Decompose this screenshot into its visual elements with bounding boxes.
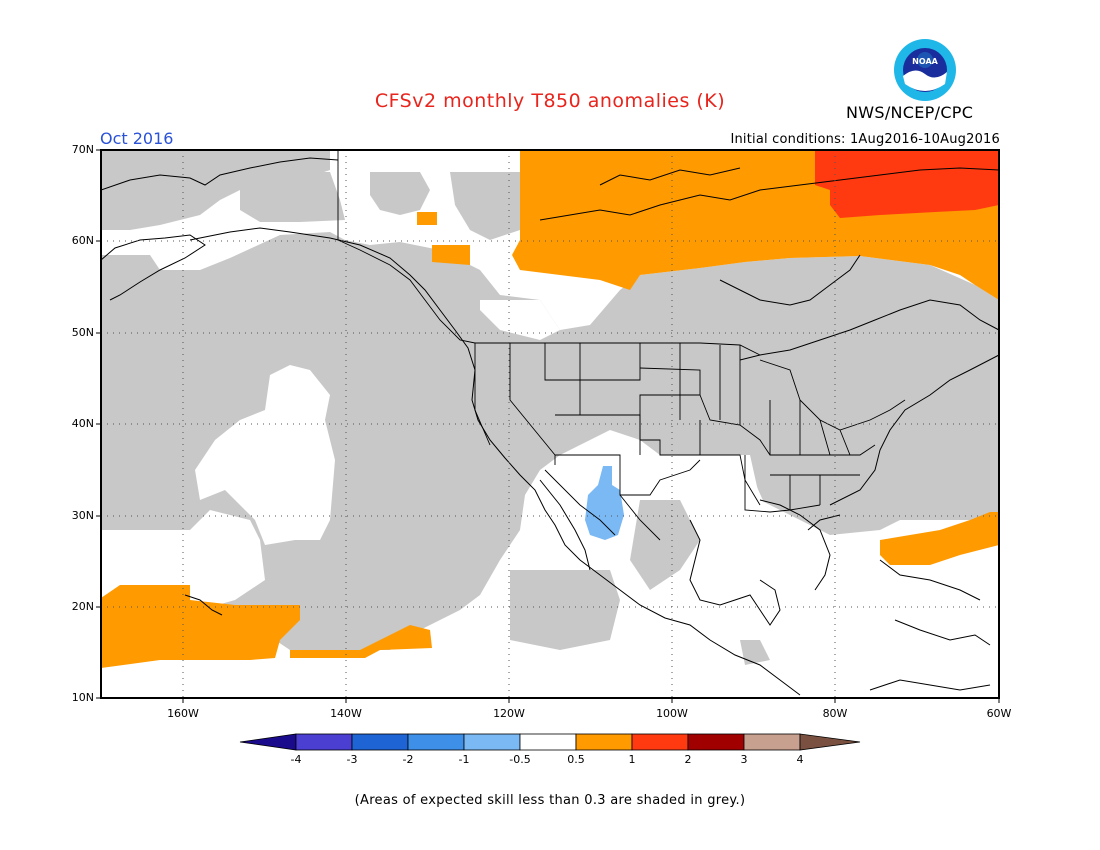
lat-label: 70N xyxy=(71,143,94,156)
colorbar-label: 3 xyxy=(740,753,748,766)
lon-label: 160W xyxy=(167,707,199,720)
colorbar-label: -1 xyxy=(458,753,470,766)
colorbar-segment xyxy=(687,733,745,751)
colorbar-label: -3 xyxy=(346,753,358,766)
coastlines xyxy=(101,157,999,696)
colorbar-segment xyxy=(743,733,801,751)
lon-label: 120W xyxy=(493,707,525,720)
footnote: (Areas of expected skill less than 0.3 a… xyxy=(354,793,746,808)
strong-warm-anomaly-region xyxy=(815,150,999,218)
axis-ticks xyxy=(96,149,1000,703)
lat-label: 10N xyxy=(71,691,94,704)
colorbar-segment xyxy=(351,733,409,751)
noaa-logo-icon xyxy=(894,39,956,101)
colorbar-label: 2 xyxy=(684,753,692,766)
colorbar-segment xyxy=(295,733,353,751)
colorbar-segment xyxy=(407,733,465,751)
forecast-month: Oct 2016 xyxy=(100,129,174,148)
initial-conditions: Initial conditions: 1Aug2016-10Aug2016 xyxy=(730,132,1000,147)
colorbar-segment xyxy=(463,733,521,751)
cool-anomaly-region xyxy=(585,466,624,540)
colorbar-label: -0.5 xyxy=(509,753,531,766)
logo-text: NOAA xyxy=(912,57,938,66)
lat-label: 20N xyxy=(71,600,94,613)
colorbar-triangle-low xyxy=(239,733,297,751)
lon-label: 60W xyxy=(986,707,1012,720)
colorbar-label: 4 xyxy=(796,753,804,766)
agency-label: NWS/NCEP/CPC xyxy=(846,103,974,122)
colorbar-segment xyxy=(519,733,577,751)
lat-label: 60N xyxy=(71,234,94,247)
colorbar-triangle-high xyxy=(799,733,861,751)
colorbar xyxy=(239,733,861,751)
lon-label: 140W xyxy=(330,707,362,720)
colorbar-label: -4 xyxy=(290,753,302,766)
colorbar-segment xyxy=(575,733,633,751)
graticule xyxy=(101,150,999,698)
colorbar-label: -2 xyxy=(402,753,414,766)
lat-label: 50N xyxy=(71,326,94,339)
colorbar-label: 0.5 xyxy=(567,753,585,766)
political-borders xyxy=(337,150,906,541)
lat-label: 40N xyxy=(71,417,94,430)
lon-label: 100W xyxy=(656,707,688,720)
lat-label: 30N xyxy=(71,509,94,522)
page-title: CFSv2 monthly T850 anomalies (K) xyxy=(374,90,726,112)
lon-label: 80W xyxy=(822,707,848,720)
colorbar-label: 1 xyxy=(628,753,636,766)
colorbar-segment xyxy=(631,733,689,751)
low-skill-region xyxy=(101,150,999,665)
